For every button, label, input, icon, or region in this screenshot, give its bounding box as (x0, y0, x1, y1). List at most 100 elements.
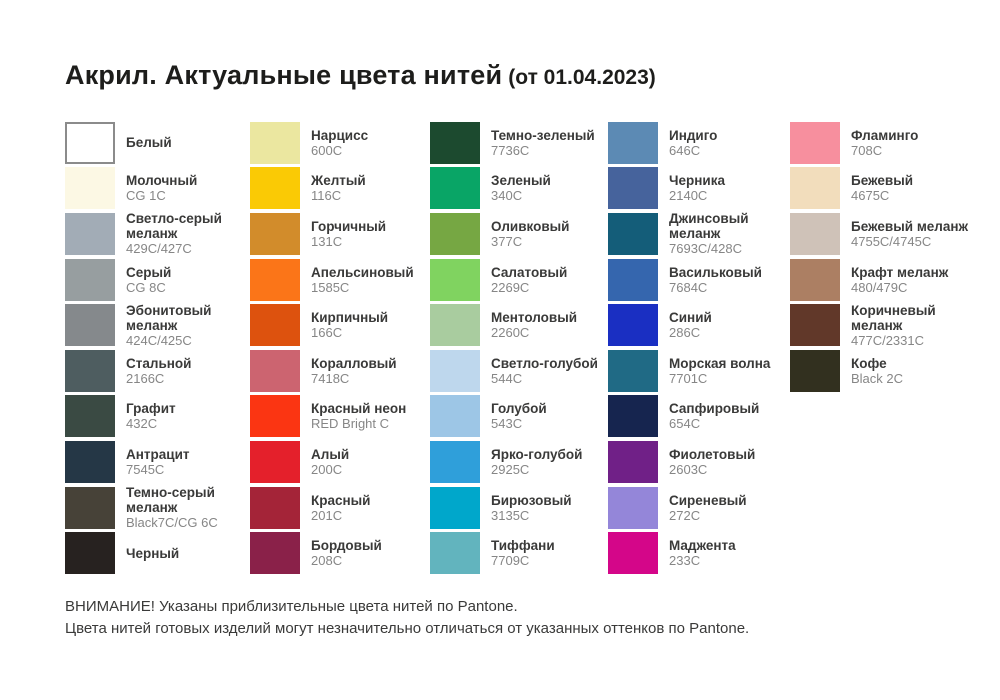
color-name: Фламинго (851, 127, 919, 143)
color-code: Black 2C (851, 370, 904, 386)
color-row: Апельсиновый 1585C (250, 257, 427, 303)
color-name: Зеленый (491, 173, 551, 189)
color-row: Молочный CG 1C (65, 166, 247, 212)
color-info: Коричневый меланж 477C/2331C (851, 303, 971, 348)
color-info: Крафт меланж 480/479C (851, 265, 971, 295)
disclaimer-line-1: ВНИМАНИЕ! Указаны приблизительные цвета … (65, 598, 518, 615)
color-name: Бордовый (311, 538, 382, 554)
color-name: Темно-серый меланж (126, 485, 215, 516)
color-code: 2260C (491, 325, 530, 341)
color-code: 429C/427C (126, 241, 192, 257)
color-name: Крафт меланж (851, 264, 949, 280)
color-swatch (608, 532, 658, 575)
color-info: Апельсиновый 1585C (311, 265, 427, 295)
color-code: 7736C (491, 142, 530, 158)
color-row: Бежевый меланж 4755C/4745C (790, 211, 990, 257)
color-swatch (65, 304, 115, 347)
color-name: Ярко-голубой (491, 446, 583, 462)
color-swatch (430, 349, 480, 392)
color-row: Коричневый меланж 477C/2331C (790, 302, 990, 348)
color-info: Темно-зеленый 7736C (491, 128, 605, 158)
color-swatch (250, 395, 300, 438)
color-info: Алый 200C (311, 447, 427, 477)
color-row: Зеленый 340C (430, 166, 605, 212)
color-row: Индиго 646C (608, 120, 787, 166)
color-name: Кирпичный (311, 310, 389, 326)
color-swatch (790, 212, 840, 255)
page-title: Акрил. Актуальные цвета нитей (от 01.04.2… (65, 60, 656, 91)
color-swatch (250, 532, 300, 575)
color-info: Фиолетовый 2603C (669, 447, 787, 477)
color-name: Нарцисс (311, 127, 369, 143)
page-title-date: (от 01.04.2023) (508, 66, 656, 89)
color-code: 340C (491, 188, 523, 204)
color-name: Темно-зеленый (491, 127, 595, 143)
color-row: Коралловый 7418C (250, 348, 427, 394)
color-code: 708C (851, 142, 883, 158)
color-info: Черника 2140C (669, 173, 787, 203)
color-info: Эбонитовый меланж 424C/425C (126, 303, 246, 348)
color-name: Алый (311, 446, 350, 462)
color-code: 200C (311, 461, 343, 477)
color-code: 377C (491, 233, 523, 249)
disclaimer-line-2: Цвета нитей готовых изделий могут незнач… (65, 620, 750, 637)
color-code: 233C (669, 553, 701, 569)
color-name: Бежевый меланж (851, 218, 969, 234)
color-swatch (608, 304, 658, 347)
color-name: Сиреневый (669, 492, 747, 508)
color-row: Крафт меланж 480/479C (790, 257, 990, 303)
color-swatch (65, 486, 115, 529)
color-row: Желтый 116C (250, 166, 427, 212)
color-name: Стальной (126, 355, 192, 371)
color-name: Фиолетовый (669, 446, 756, 462)
color-info: Синий 286C (669, 310, 787, 340)
color-info: Темно-серый меланж Black7C/CG 6C (126, 485, 246, 530)
color-column-5: Фламинго 708C Бежевый 4675C Бежевый меланж 47… (790, 120, 990, 394)
color-info: Горчичный 131C (311, 219, 427, 249)
color-row: Васильковый 7684C (608, 257, 787, 303)
color-row: Эбонитовый меланж 424C/425C (65, 302, 247, 348)
color-row: Фиолетовый 2603C (608, 439, 787, 485)
color-row: Светло-серый меланж 429C/427C (65, 211, 247, 257)
color-swatch (790, 167, 840, 210)
color-code: 4675C (851, 188, 890, 204)
color-swatch (430, 304, 480, 347)
color-code: 7693C/428C (669, 241, 742, 257)
color-swatch (250, 212, 300, 255)
color-swatch (608, 395, 658, 438)
color-name: Эбонитовый меланж (126, 302, 212, 333)
color-info: Коралловый 7418C (311, 356, 427, 386)
color-swatch (608, 440, 658, 483)
color-swatch (65, 167, 115, 210)
color-name: Апельсиновый (311, 264, 414, 280)
color-code: 2269C (491, 279, 530, 295)
color-code: 543C (491, 416, 523, 432)
color-info: Ярко-голубой 2925C (491, 447, 605, 477)
color-name: Коричневый меланж (851, 302, 936, 333)
color-info: Стальной 2166C (126, 356, 246, 386)
color-name: Черника (669, 173, 725, 189)
color-swatch (65, 212, 115, 255)
color-info: Светло-голубой 544C (491, 356, 605, 386)
color-info: Бордовый 208C (311, 538, 427, 568)
color-row: Синий 286C (608, 302, 787, 348)
color-code: Black7C/CG 6C (126, 515, 218, 531)
page-title-main: Акрил. Актуальные цвета нитей (65, 60, 503, 90)
color-name: Светло-серый меланж (126, 211, 222, 242)
color-code: 131C (311, 233, 343, 249)
color-info: Антрацит 7545C (126, 447, 246, 477)
color-column-1: Белый Молочный CG 1C Светло-серый меланж 429… (65, 120, 247, 576)
color-swatch (250, 349, 300, 392)
color-name: Желтый (311, 173, 366, 189)
color-name: Морская волна (669, 355, 771, 371)
color-code: 7701C (669, 370, 708, 386)
color-row: Салатовый 2269C (430, 257, 605, 303)
color-name: Кофе (851, 355, 887, 371)
color-swatch (608, 258, 658, 301)
color-swatch (430, 395, 480, 438)
color-row: Бордовый 208C (250, 530, 427, 576)
color-swatch (608, 349, 658, 392)
color-row: Темно-зеленый 7736C (430, 120, 605, 166)
color-swatch (250, 440, 300, 483)
color-code: RED Bright C (311, 416, 390, 432)
